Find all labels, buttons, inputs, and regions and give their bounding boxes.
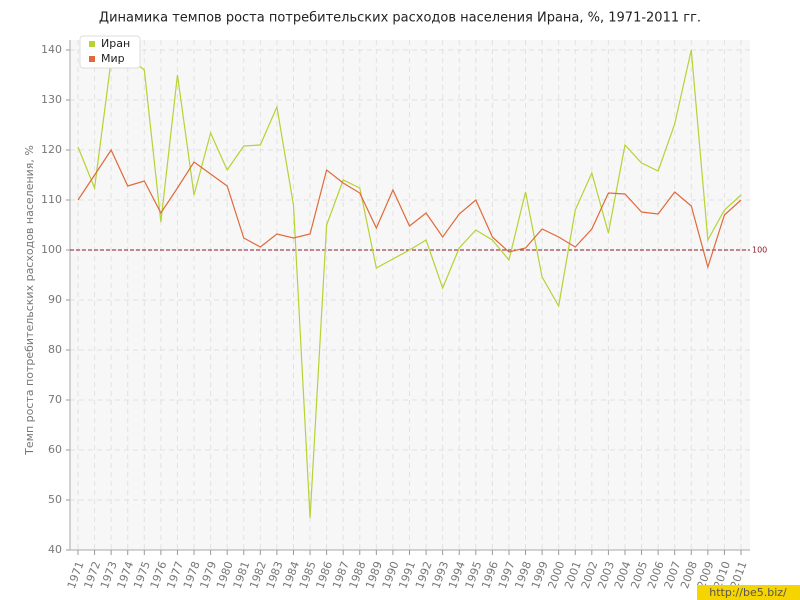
reference-label: 100 xyxy=(752,246,767,255)
watermark: http://be5.biz/ xyxy=(709,586,787,599)
watermark-bg xyxy=(697,585,800,600)
y-tick-label: 120 xyxy=(41,143,62,156)
y-tick-label: 110 xyxy=(41,193,62,206)
legend-swatch xyxy=(89,41,95,47)
y-tick-label: 100 xyxy=(41,243,62,256)
chart-title: Динамика темпов роста потребительских ра… xyxy=(99,11,701,26)
y-tick-label: 70 xyxy=(48,393,62,406)
y-tick-label: 60 xyxy=(48,443,62,456)
y-tick-label: 50 xyxy=(48,493,62,506)
y-tick-label: 140 xyxy=(41,43,62,56)
series-line xyxy=(77,148,742,270)
y-tick-label: 90 xyxy=(48,293,62,306)
legend-swatch xyxy=(89,56,95,62)
legend-text: Мир xyxy=(101,52,125,65)
legend-text: Иран xyxy=(101,37,130,50)
y-tick-label: 80 xyxy=(48,343,62,356)
series-line xyxy=(77,49,742,519)
y-axis-label: Темп роста потребительских расходов насе… xyxy=(23,145,36,456)
y-tick-label: 130 xyxy=(41,93,62,106)
y-tick-label: 40 xyxy=(48,543,62,556)
